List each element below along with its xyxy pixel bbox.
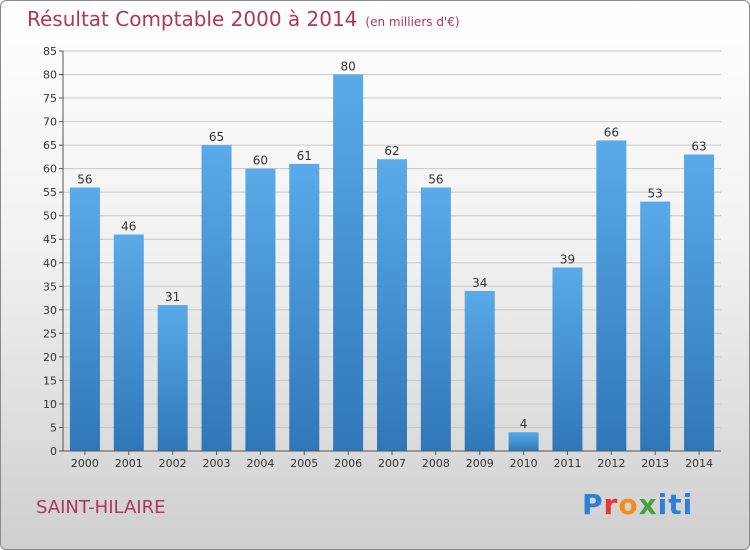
bar-value-label: 80 <box>340 60 355 74</box>
y-tick-label: 35 <box>43 280 57 293</box>
bar-value-label: 53 <box>648 187 663 201</box>
x-tick-label: 2008 <box>422 457 450 470</box>
bar <box>289 163 320 452</box>
bar <box>333 74 364 451</box>
x-tick-label: 2000 <box>71 457 99 470</box>
y-tick-label: 60 <box>43 163 57 176</box>
x-tick-label: 2011 <box>553 457 581 470</box>
y-tick-label: 50 <box>43 210 57 223</box>
bar-value-label: 46 <box>121 220 136 234</box>
y-tick-label: 80 <box>43 69 57 82</box>
y-tick-label: 0 <box>50 445 57 458</box>
y-tick-label: 70 <box>43 116 57 129</box>
bar-value-label: 65 <box>209 130 224 144</box>
x-tick-label: 2006 <box>334 457 362 470</box>
x-tick-label: 2007 <box>378 457 406 470</box>
bar-value-label: 63 <box>691 140 706 154</box>
bar <box>420 187 451 451</box>
y-tick-label: 40 <box>43 257 57 270</box>
bar <box>596 140 627 452</box>
city-name: SAINT-HILAIRE <box>36 497 166 518</box>
x-tick-label: 2001 <box>115 457 143 470</box>
bar-value-label: 60 <box>253 154 268 168</box>
bar <box>69 187 100 451</box>
x-tick-label: 2014 <box>685 457 713 470</box>
bar-value-label: 61 <box>297 149 312 163</box>
y-axis: 0 5 10 15 20 25 30 35 40 45 50 55 60 65 70 75 80 85 <box>43 45 64 458</box>
bars: 56 46 31 65 60 61 80 62 56 34 4 39 66 53 63 <box>69 60 715 452</box>
y-tick-label: 5 <box>50 421 57 434</box>
chart-subtitle: (en milliers d'€) <box>365 15 460 29</box>
bar <box>113 234 144 451</box>
x-tick-label: 2009 <box>466 457 494 470</box>
y-tick-label: 15 <box>43 374 57 387</box>
y-tick-label: 65 <box>43 139 57 152</box>
bar-value-label: 39 <box>560 252 575 266</box>
bar <box>640 201 671 451</box>
x-tick-label: 2002 <box>159 457 187 470</box>
bar-value-label: 56 <box>77 172 92 186</box>
bar <box>157 305 188 451</box>
chart-title: Résultat Comptable 2000 à 2014 (en millie… <box>27 7 460 31</box>
bar <box>201 145 232 451</box>
y-tick-label: 55 <box>43 186 57 199</box>
bar-value-label: 31 <box>165 290 180 304</box>
chart-title-text: Résultat Comptable 2000 à 2014 <box>27 7 358 31</box>
bar <box>377 159 407 451</box>
x-axis: 2000 2001 2002 2003 2004 2005 2006 2007 2008 2009… <box>63 450 721 470</box>
bar <box>508 432 539 451</box>
bar-value-label: 56 <box>428 172 443 186</box>
x-tick-label: 2004 <box>246 457 274 470</box>
bar-value-label: 34 <box>472 276 487 290</box>
y-tick-label: 25 <box>43 327 57 340</box>
x-tick-label: 2003 <box>203 457 231 470</box>
y-tick-label: 75 <box>43 92 57 105</box>
bar <box>464 291 495 451</box>
bar <box>684 154 715 451</box>
y-tick-label: 85 <box>43 45 57 58</box>
x-tick-label: 2010 <box>510 457 538 470</box>
y-tick-label: 45 <box>43 233 57 246</box>
bar-value-label: 4 <box>520 417 528 431</box>
bar-value-label: 66 <box>604 125 619 139</box>
y-tick-label: 20 <box>43 351 57 364</box>
y-tick-label: 10 <box>43 398 57 411</box>
y-tick-label: 30 <box>43 304 57 317</box>
x-tick-label: 2012 <box>597 457 625 470</box>
x-tick-label: 2013 <box>641 457 669 470</box>
x-tick-label: 2005 <box>290 457 318 470</box>
bar-value-label: 62 <box>384 144 399 158</box>
bar <box>245 168 276 451</box>
bar <box>552 267 583 451</box>
proxiti-logo: Proxiti <box>582 488 694 521</box>
